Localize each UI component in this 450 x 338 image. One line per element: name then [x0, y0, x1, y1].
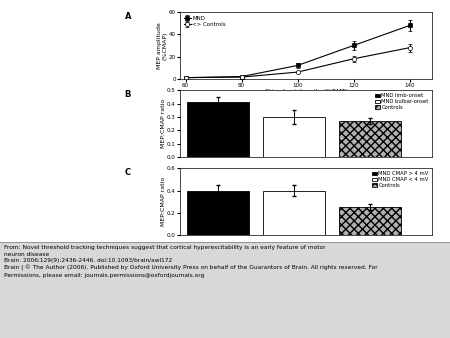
Y-axis label: MEP:CMAP ratio: MEP:CMAP ratio: [161, 99, 166, 148]
Text: From: Novel threshold tracking techniques suggest that cortical hyperexcitabilit: From: Novel threshold tracking technique…: [4, 245, 378, 278]
Bar: [339, 121, 401, 157]
Bar: [187, 191, 249, 235]
Text: B: B: [125, 90, 131, 99]
Bar: [263, 191, 325, 235]
Text: A: A: [125, 12, 131, 21]
Legend: MND limb-onset, MND bulbar-onset, Controls: MND limb-onset, MND bulbar-onset, Contro…: [373, 91, 431, 112]
Bar: [339, 207, 401, 235]
Bar: [187, 102, 249, 157]
X-axis label: Stimulus intensity (%RMT): Stimulus intensity (%RMT): [265, 89, 347, 94]
Text: C: C: [125, 168, 130, 177]
Legend: MND, <> Controls: MND, <> Controls: [182, 14, 228, 29]
Y-axis label: MEP amplitude
(%CMAP): MEP amplitude (%CMAP): [157, 22, 167, 69]
Y-axis label: MEP:CMAP ratio: MEP:CMAP ratio: [161, 177, 166, 226]
Bar: [263, 117, 325, 157]
Legend: MND CMAP > 4 mV, MND CMAP < 4 mV, Controls: MND CMAP > 4 mV, MND CMAP < 4 mV, Contro…: [370, 169, 431, 190]
